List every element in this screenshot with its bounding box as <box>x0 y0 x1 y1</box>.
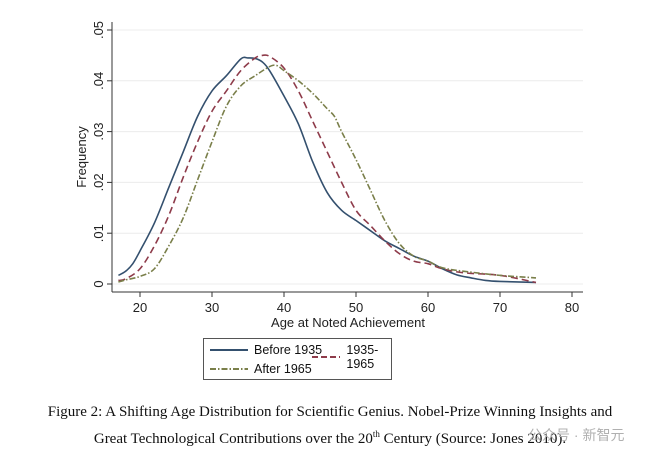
y-tick-label: .01 <box>91 224 106 242</box>
caption-text: Great Technological Contributions over t… <box>93 431 373 447</box>
caption-line-1: Figure 2: A Shifting Age Distribution fo… <box>47 404 613 420</box>
x-tick-label: 60 <box>421 300 435 315</box>
y-tick-label: 0 <box>91 280 106 287</box>
legend-swatch-dashed <box>312 356 341 358</box>
x-axis-label: Age at Noted Achievement <box>271 315 425 330</box>
legend-label: Before 1935 <box>254 343 323 357</box>
ticks: 0 .01 .02 .03 .04 .05 20 30 40 50 60 70 80 <box>91 21 579 315</box>
watermark: 公众号 · 新智元 <box>528 427 625 443</box>
x-tick-label: 70 <box>493 300 507 315</box>
y-tick-label: .04 <box>91 72 106 90</box>
legend: Before 1935 1935-1965 After 1965 <box>203 338 392 380</box>
caption-text: Century (Source: Jones 2010). <box>379 431 567 447</box>
y-axis-label: Frequency <box>74 126 89 188</box>
figure-caption: Figure 2: A Shifting Age Distribution fo… <box>0 401 660 450</box>
legend-label: After 1965 <box>254 362 312 376</box>
chart: 0 .01 .02 .03 .04 .05 20 30 40 50 60 70 80 Age at No… <box>74 21 583 330</box>
series-line-before-1935 <box>118 56 537 284</box>
gridlines <box>112 29 583 285</box>
y-tick-label: .02 <box>91 173 106 191</box>
legend-item-before-1935: Before 1935 <box>210 343 322 357</box>
legend-item-1935-1965: 1935-1965 <box>312 343 391 371</box>
x-tick-label: 80 <box>565 300 579 315</box>
legend-item-after-1965: After 1965 <box>210 362 312 376</box>
caption-superscript: th <box>372 429 380 439</box>
x-tick-label: 40 <box>277 300 291 315</box>
x-tick-label: 30 <box>205 300 219 315</box>
y-tick-label: .05 <box>91 21 106 39</box>
x-tick-label: 20 <box>133 300 147 315</box>
caption-line-2: Great Technological Contributions over t… <box>0 423 660 450</box>
legend-swatch-dashdot <box>210 368 248 370</box>
series-line-after-1965 <box>118 64 537 283</box>
legend-swatch-solid <box>210 349 248 351</box>
y-tick-label: .03 <box>91 123 106 141</box>
series-line-1935-1965 <box>118 54 537 284</box>
x-tick-label: 50 <box>349 300 363 315</box>
series-lines <box>118 54 537 284</box>
legend-label: 1935-1965 <box>346 343 379 371</box>
